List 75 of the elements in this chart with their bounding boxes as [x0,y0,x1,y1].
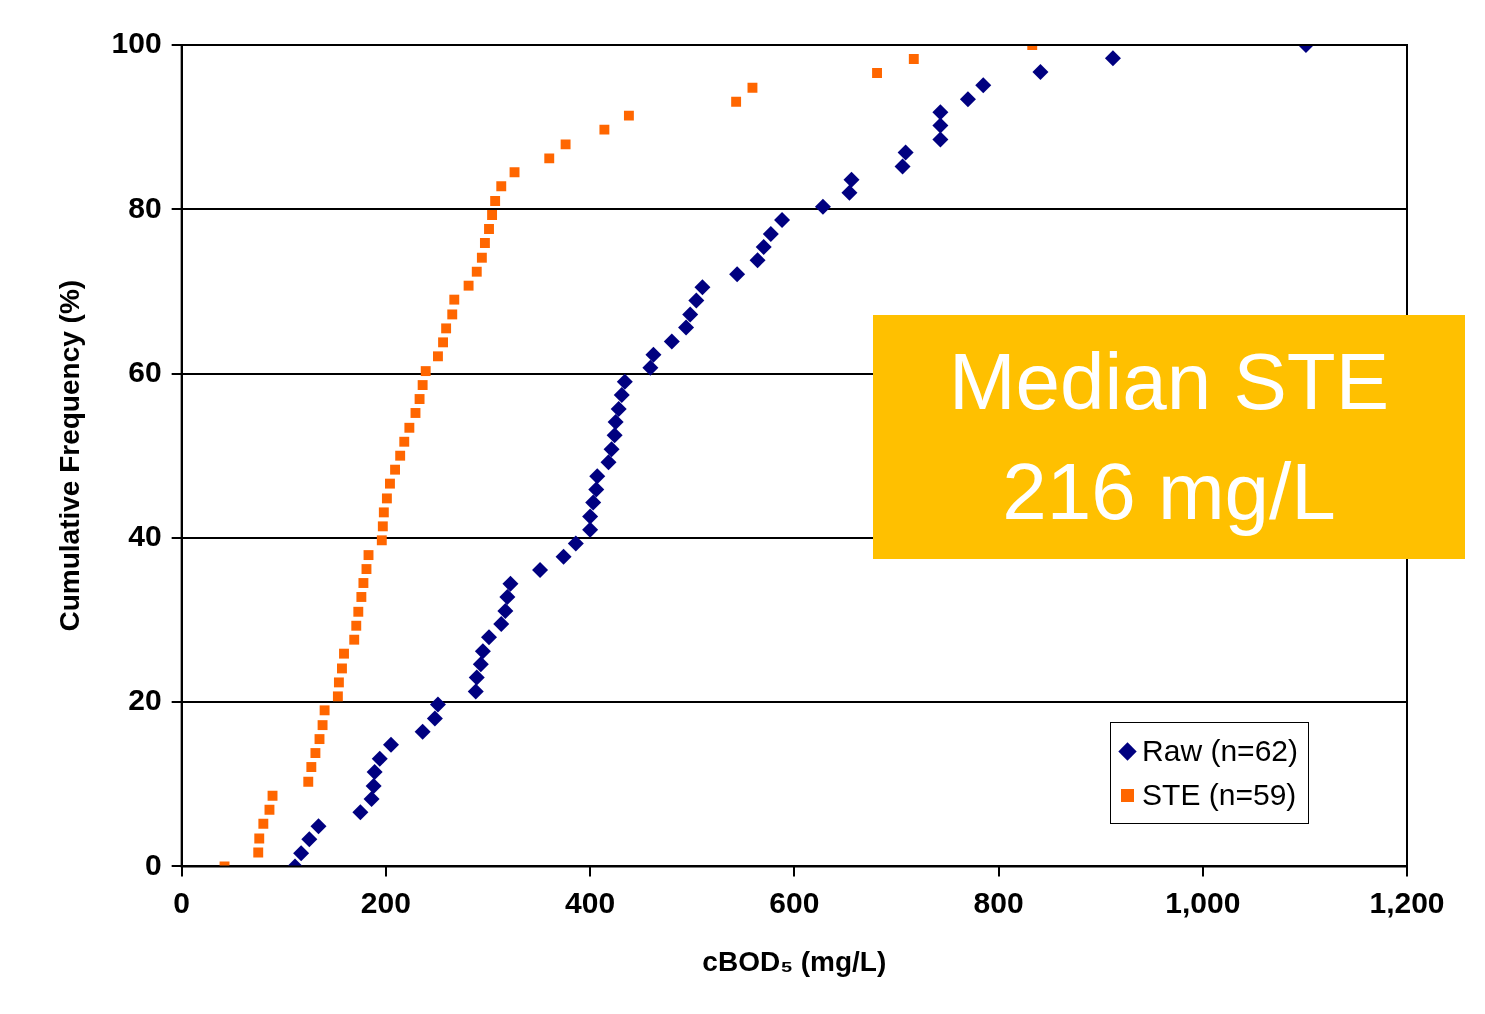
point [463,280,474,291]
point [337,663,347,674]
x-axis-title: cBOD₅ (mg/L) [702,945,887,977]
point [449,294,460,305]
point [332,691,343,702]
point [254,833,265,844]
annotation: Median STE 216 mg/L [873,315,1465,559]
legend-label: Raw (n=62) [1142,733,1298,770]
point [314,734,325,745]
point [420,366,431,377]
x-tick-label: 400 [565,885,616,919]
point [484,224,494,234]
point [377,521,388,532]
point [747,82,758,93]
x-tick-label: 0 [173,885,190,919]
point [417,380,428,391]
point [908,54,919,64]
point [599,124,610,135]
point [471,266,482,277]
point [731,96,742,107]
point [433,351,443,362]
y-tick-label: 80 [128,190,162,224]
x-tick-label: 200 [360,885,411,919]
point [258,818,269,829]
x-tick-label: 600 [769,885,820,919]
point [399,436,410,447]
x-tick-label: 1,200 [1369,885,1445,919]
point [390,464,401,475]
point [414,394,425,404]
point [358,578,369,588]
point [509,167,520,178]
y-tick-label: 60 [128,354,162,388]
point [487,210,498,220]
y-tick-label: 40 [128,519,162,553]
point [353,606,364,617]
point [872,67,882,78]
point [381,493,392,504]
point [410,408,421,418]
point [476,252,487,263]
point [395,450,406,461]
point [363,550,374,561]
point [339,648,349,659]
y-tick-label: 0 [144,847,162,881]
point [349,634,360,645]
point [623,110,634,121]
point [253,847,264,858]
y-tick-label: 20 [128,683,162,717]
legend-label: STE (n=59) [1142,777,1297,814]
point [319,705,330,716]
point [267,790,278,801]
point [438,337,449,348]
point [361,564,372,574]
point [264,804,275,815]
point [306,762,317,772]
point [441,323,452,334]
point [303,776,314,787]
point [447,309,458,320]
point [333,677,344,688]
point [496,181,507,192]
point [544,153,555,164]
point [560,139,571,150]
y-axis-title: Cumulative Frequency (%) [53,279,85,632]
point [317,720,328,731]
point [385,478,395,489]
point [490,196,501,207]
x-tick-label: 800 [973,885,1024,919]
point [356,592,367,602]
point [404,422,415,433]
point [479,238,490,248]
point [376,535,387,546]
x-tick-label: 1,000 [1165,885,1241,919]
point [378,507,389,518]
y-tick-label: 100 [111,26,162,60]
point [351,620,362,631]
point [310,748,321,758]
